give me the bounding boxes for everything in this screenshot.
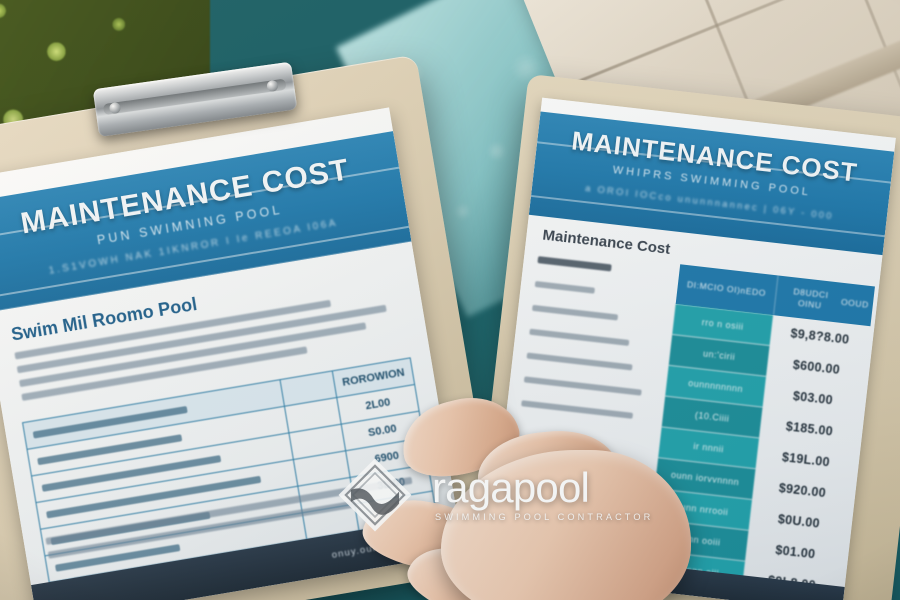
watermark-text: ragapool SWIMMING POOL CONTRACTOR [432,467,653,522]
label-line [534,280,595,294]
label-line [531,304,619,321]
label-line [523,376,642,396]
ragapool-diamond-wave-logo-icon [332,452,418,538]
label-line [526,352,633,371]
label-line [529,328,630,346]
watermark-brand-name: ragapool [432,464,590,512]
label-heading-line [537,256,612,272]
right-section-title: Maintenance Cost [541,226,672,258]
hand [345,386,691,600]
watermark: ragapool SWIMMING POOL CONTRACTOR [332,452,653,538]
watermark-tagline: SWIMMING POOL CONTRACTOR [435,512,654,523]
left-header-banner: MAINTENANCE COST PUN SWIMNING POOL 1.S1V… [0,131,412,313]
